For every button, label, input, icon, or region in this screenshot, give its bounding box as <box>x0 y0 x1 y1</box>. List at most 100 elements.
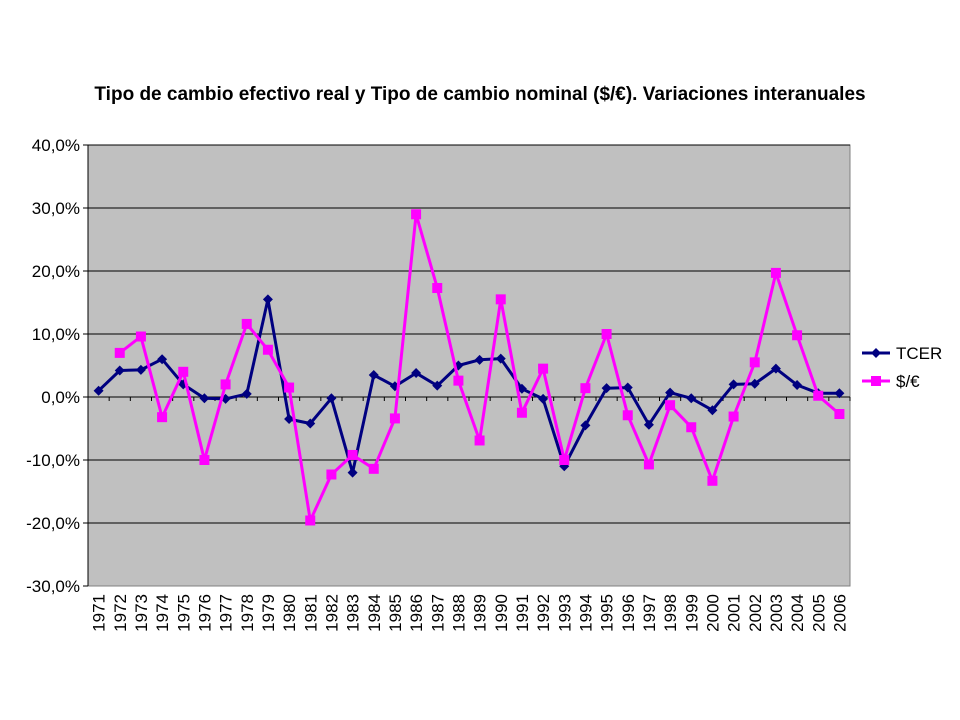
data-point <box>199 393 210 404</box>
x-tick-label: 1979 <box>259 594 278 632</box>
data-point <box>538 393 549 404</box>
x-tick-label: 2003 <box>767 594 786 632</box>
data-point <box>601 329 612 339</box>
data-point <box>135 331 146 342</box>
x-tick-label: 1998 <box>661 594 680 632</box>
x-tick-label: 2005 <box>809 594 828 632</box>
data-point <box>495 294 506 305</box>
data-point <box>601 383 612 394</box>
data-point <box>135 364 146 375</box>
data-point <box>643 419 654 430</box>
y-axis: 40,0% 30,0% 20,0% 10,0% 0,0% -10,0% -20,0% -30,… <box>26 136 89 596</box>
x-tick-label: 1988 <box>449 594 468 632</box>
data-point <box>262 344 273 355</box>
legend-marker <box>871 376 881 386</box>
x-tick-label: 1972 <box>111 594 130 632</box>
data-point <box>114 347 125 358</box>
data-point <box>305 418 316 429</box>
x-tick-label: 2001 <box>725 594 744 632</box>
data-point <box>559 455 570 465</box>
data-point <box>326 393 337 404</box>
x-tick-label: 1978 <box>238 594 257 632</box>
data-point <box>643 459 654 470</box>
data-point <box>220 379 231 390</box>
data-point <box>749 357 760 368</box>
y-tick-label: 10,0% <box>32 325 80 344</box>
data-point <box>453 375 464 386</box>
legend-entry: TCER <box>862 344 942 363</box>
x-tick-label: 2006 <box>830 594 849 632</box>
x-tick-label: 1974 <box>153 594 172 632</box>
data-point <box>622 382 633 393</box>
data-point <box>495 353 506 364</box>
data-point <box>411 368 422 379</box>
data-point <box>770 267 781 278</box>
data-point <box>792 330 803 341</box>
x-tick-label: 1981 <box>301 594 320 632</box>
data-point <box>770 363 781 374</box>
data-point <box>411 209 422 220</box>
x-tick-label: 1995 <box>598 594 617 632</box>
data-point <box>326 469 337 480</box>
data-point <box>834 388 845 399</box>
data-point <box>474 435 485 446</box>
data-point <box>707 475 718 486</box>
data-point <box>707 405 718 416</box>
data-point <box>665 387 676 398</box>
data-point <box>368 369 379 380</box>
legend-marker <box>871 348 881 358</box>
y-tick-label: 30,0% <box>32 199 80 218</box>
data-point <box>580 420 591 431</box>
data-point <box>728 411 739 422</box>
series-layer <box>93 209 845 526</box>
x-tick-label: 1986 <box>407 594 426 632</box>
data-point <box>114 365 125 376</box>
x-tick-label: 1976 <box>195 594 214 632</box>
data-point <box>347 467 358 478</box>
data-point <box>432 380 443 391</box>
data-point <box>686 393 697 404</box>
y-tick-label: -30,0% <box>26 577 80 596</box>
x-tick-label: 1990 <box>492 594 511 632</box>
chart-title: Tipo de cambio efectivo real y Tipo de c… <box>94 84 865 105</box>
data-point <box>262 294 273 305</box>
data-point <box>284 382 295 393</box>
legend-label: TCER <box>896 344 942 363</box>
data-point <box>728 379 739 390</box>
data-point <box>665 400 676 411</box>
x-tick-label: 1999 <box>682 594 701 632</box>
y-tick-label: 20,0% <box>32 262 80 281</box>
x-tick-label: 1992 <box>534 594 553 632</box>
data-point <box>284 414 295 425</box>
x-tick-label: 1980 <box>280 594 299 632</box>
y-tick-label: 0,0% <box>41 388 80 407</box>
x-tick-label: 1994 <box>576 594 595 632</box>
data-point <box>834 409 845 420</box>
data-point <box>516 407 527 418</box>
data-point <box>792 380 803 391</box>
y-tick-label: -10,0% <box>26 451 80 470</box>
data-point <box>178 366 189 377</box>
data-point <box>241 318 252 329</box>
y-tick-label: 40,0% <box>32 136 80 155</box>
legend: TCER $/€ <box>862 344 942 391</box>
legend-label: $/€ <box>896 372 920 391</box>
x-tick-label: 1984 <box>365 594 384 632</box>
data-point <box>749 378 760 389</box>
x-tick-label: 2000 <box>703 594 722 632</box>
x-tick-label: 1985 <box>386 594 405 632</box>
data-point <box>389 413 400 424</box>
y-tick-label: -20,0% <box>26 514 80 533</box>
data-point <box>157 354 168 365</box>
data-point <box>199 455 210 465</box>
data-point <box>474 354 485 365</box>
data-point <box>241 388 252 399</box>
data-point <box>580 383 591 394</box>
x-tick-label: 1996 <box>619 594 638 632</box>
x-tick-label: 1971 <box>90 594 109 632</box>
data-point <box>347 449 358 460</box>
x-tick-label: 1983 <box>344 594 363 632</box>
x-tick-label: 1989 <box>471 594 490 632</box>
data-point <box>538 363 549 374</box>
